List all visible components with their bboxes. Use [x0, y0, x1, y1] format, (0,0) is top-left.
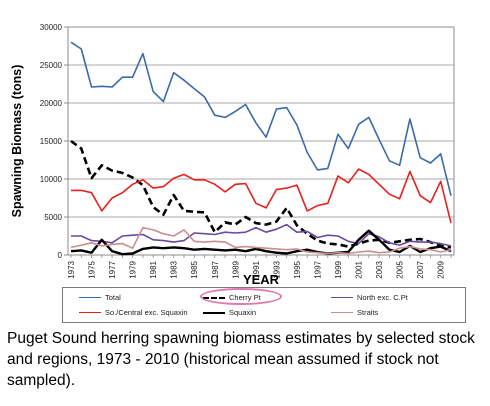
x-axis-title: YEAR: [243, 272, 280, 287]
y-tick-label: 15000: [40, 137, 63, 146]
series-line-total: [70, 41, 452, 196]
x-tick-label: 2003: [375, 260, 384, 278]
y-tick-label: 10000: [40, 175, 63, 184]
x-tick-label: 1973: [67, 260, 76, 278]
legend-label-squaxin: Squaxin: [229, 308, 257, 317]
series-line-squaxin: [70, 229, 452, 256]
y-tick-label: 5000: [44, 213, 62, 222]
x-tick-label: 1979: [129, 260, 138, 278]
legend-swatch-straits: [331, 312, 353, 313]
x-tick-label: 1987: [211, 260, 220, 278]
legend-label-so-central: So./Central exc. Squaxin: [105, 308, 188, 317]
line-chart: 0 5000 10000 15000 20000 25000 30000 1973 1975 19…: [10, 23, 455, 287]
legend-item-total: Total: [79, 293, 121, 302]
series-line-north-exc-c-pt: [71, 223, 452, 247]
y-tick-label: 30000: [40, 23, 63, 32]
x-tick-label: 1999: [334, 260, 343, 278]
y-axis-title: Spawning Biomass (tons): [10, 65, 24, 218]
x-tick-label: 2001: [355, 260, 364, 278]
x-tick-label: 1981: [149, 260, 158, 278]
x-tick-label: 2005: [396, 260, 405, 278]
x-tick-label: 1975: [88, 260, 97, 278]
y-tick-label: 0: [58, 251, 63, 260]
x-tick-label: 2007: [416, 260, 425, 278]
cherry-pt-highlight-ring: [200, 288, 282, 305]
legend-swatch-so-central: [79, 312, 101, 313]
x-tick-label: 1977: [108, 260, 117, 278]
x-tick-label: 1991: [252, 260, 261, 278]
legend-label-total: Total: [105, 293, 121, 302]
legend-swatch-total: [79, 297, 101, 298]
legend-swatch-north: [331, 297, 353, 298]
y-tick-label: 25000: [40, 61, 63, 70]
legend-label-north: North exc. C.Pt: [357, 293, 408, 302]
x-tick-label: 1983: [170, 260, 179, 278]
y-tick-label: 20000: [40, 99, 63, 108]
legend-item-so-central: So./Central exc. Squaxin: [79, 308, 188, 317]
legend-item-straits: Straits: [331, 308, 378, 317]
series-line-so-central-exc-squaxin: [71, 168, 452, 224]
x-tick-label: 1993: [272, 260, 281, 278]
legend-swatch-squaxin: [203, 311, 225, 314]
figure-caption: Puget Sound herring spawning biomass est…: [7, 330, 475, 389]
legend-item-squaxin: Squaxin: [203, 308, 256, 317]
x-tick-label: 1989: [231, 260, 240, 278]
x-tick-label: 1985: [190, 260, 199, 278]
legend-label-straits: Straits: [357, 308, 379, 317]
x-tick-label: 1995: [293, 260, 302, 278]
x-tick-label: 2009: [437, 260, 446, 278]
series-line-straits: [70, 226, 452, 255]
legend-item-north: North exc. C.Pt: [331, 293, 408, 302]
x-tick-label: 1997: [313, 260, 322, 278]
